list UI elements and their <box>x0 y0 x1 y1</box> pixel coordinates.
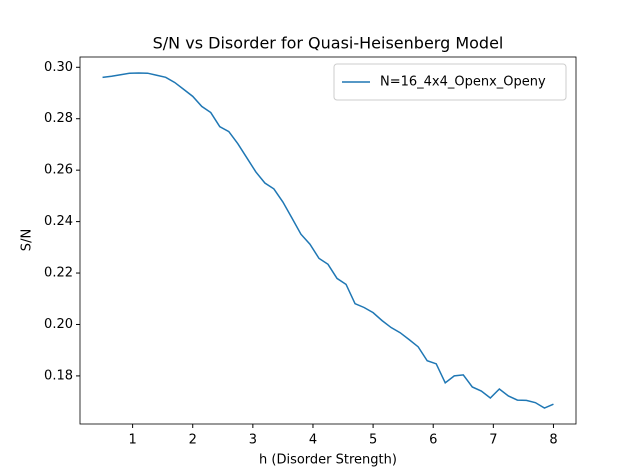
y-tick-label: 0.26 <box>44 163 73 178</box>
y-tick-label: 0.30 <box>44 60 73 75</box>
x-tick-label: 3 <box>249 433 257 448</box>
x-tick-label: 1 <box>128 433 136 448</box>
chart-title: S/N vs Disorder for Quasi-Heisenberg Mod… <box>153 34 504 53</box>
y-tick-label: 0.24 <box>44 214 73 229</box>
x-tick-label: 6 <box>429 433 437 448</box>
y-tick-label: 0.28 <box>44 111 73 126</box>
x-tick-label: 5 <box>369 433 377 448</box>
x-tick-label: 7 <box>489 433 497 448</box>
x-tick-label: 2 <box>189 433 197 448</box>
x-tick-label: 8 <box>549 433 557 448</box>
data-line <box>102 72 554 409</box>
y-tick-label: 0.20 <box>44 317 73 332</box>
y-tick-label: 0.18 <box>44 368 73 383</box>
legend-box <box>333 63 567 101</box>
y-tick-label: 0.22 <box>44 266 73 281</box>
x-axis-label: h (Disorder Strength) <box>259 453 397 468</box>
x-tick-label: 4 <box>309 433 317 448</box>
axes-frame <box>79 56 577 425</box>
legend-label: N=16_4x4_Openx_Openy <box>380 75 546 90</box>
y-axis-label: S/N <box>20 229 35 251</box>
